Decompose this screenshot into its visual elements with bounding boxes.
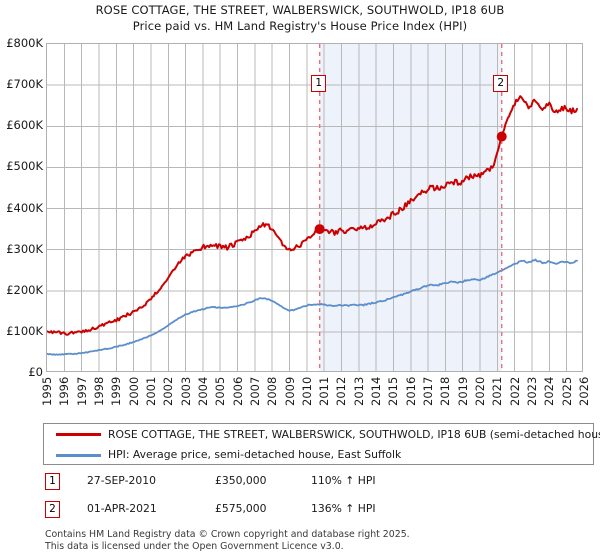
y-tick-label: £700K (6, 77, 43, 92)
y-tick-label: £800K (6, 36, 43, 50)
y-axis-labels: £0 £100K £200K £300K £400K £500K £600K £700K £80… (0, 0, 46, 560)
x-tick-label: 1998 (91, 376, 106, 406)
x-tick-label: 2021 (490, 376, 505, 406)
price-history-line-chart (47, 44, 582, 371)
x-tick-label: 2015 (386, 376, 401, 406)
x-tick-label: 2019 (455, 376, 470, 406)
x-tick-label: 2016 (403, 376, 418, 406)
x-tick-label: 2001 (143, 376, 158, 406)
x-tick-label: 1995 (40, 376, 54, 406)
legend-item-property: ROSE COTTAGE, THE STREET, WALBERSWICK, S… (44, 424, 600, 445)
x-tick-label: 2017 (421, 376, 436, 406)
sale-point-2 (496, 131, 507, 142)
transaction-date-2: 01-APR-2021 (87, 502, 157, 515)
y-tick-label: £500K (6, 159, 43, 174)
y-tick-label: £600K (6, 118, 43, 133)
y-tick-label: £300K (6, 241, 43, 256)
legend-label-hpi: HPI: Average price, semi-detached house,… (108, 448, 402, 461)
x-tick-label: 2007 (247, 376, 262, 406)
x-tick-label: 2026 (577, 376, 591, 406)
x-tick-label: 2023 (525, 376, 540, 406)
transaction-hpi-delta-1: 110% ↑ HPI (311, 474, 376, 487)
sale-marker-flag-2: 2 (493, 75, 509, 92)
x-tick-label: 2000 (126, 376, 141, 406)
x-tick-label: 2009 (282, 376, 297, 406)
sale-point-1 (314, 224, 325, 235)
series-line-hpi-average (47, 258, 578, 356)
transaction-row-1: 1 27-SEP-2010 £350,000 110% ↑ HPI (43, 473, 594, 495)
copyright-footer: Contains HM Land Registry data © Crown c… (45, 529, 590, 552)
footer-line-1: Contains HM Land Registry data © Crown c… (45, 529, 410, 540)
sale-marker-flag-1: 1 (311, 75, 327, 92)
x-tick-label: 1996 (57, 376, 72, 406)
x-tick-label: 2024 (542, 376, 557, 406)
transaction-hpi-delta-2: 136% ↑ HPI (311, 502, 376, 515)
y-tick-label: £0 (28, 365, 43, 379)
x-tick-label: 2005 (213, 376, 228, 406)
x-tick-label: 2004 (195, 376, 210, 406)
x-tick-label: 2025 (559, 376, 574, 406)
legend-swatch-hpi (56, 454, 101, 457)
x-tick-label: 2020 (473, 376, 488, 406)
legend-swatch-property (56, 433, 101, 436)
transaction-index-2: 2 (45, 501, 60, 518)
transaction-index-1: 1 (45, 473, 60, 490)
x-tick-label: 2010 (299, 376, 314, 406)
x-tick-label: 1999 (109, 376, 124, 406)
x-tick-label: 2003 (178, 376, 193, 406)
y-tick-label: £100K (6, 323, 43, 338)
x-tick-label: 2022 (507, 376, 522, 406)
transaction-row-2: 2 01-APR-2021 £575,000 136% ↑ HPI (43, 501, 594, 523)
legend-label-property: ROSE COTTAGE, THE STREET, WALBERSWICK, S… (108, 428, 600, 441)
transaction-date-1: 27-SEP-2010 (87, 474, 156, 487)
x-tick-label: 2006 (230, 376, 245, 406)
x-tick-label: 2014 (369, 376, 384, 406)
x-tick-label: 2011 (317, 376, 332, 406)
transaction-price-1: £350,000 (215, 474, 267, 487)
x-tick-label: 2018 (438, 376, 453, 406)
title-line-1: ROSE COTTAGE, THE STREET, WALBERSWICK, S… (95, 3, 505, 17)
x-tick-label: 2008 (265, 376, 280, 406)
x-tick-label: 2013 (351, 376, 366, 406)
footer-line-2: This data is licensed under the Open Gov… (45, 540, 344, 552)
page-title: ROSE COTTAGE, THE STREET, WALBERSWICK, S… (0, 2, 600, 34)
x-tick-label: 2012 (334, 376, 349, 406)
y-tick-label: £200K (6, 282, 43, 297)
legend-item-hpi: HPI: Average price, semi-detached house,… (44, 444, 593, 465)
transaction-price-2: £575,000 (215, 502, 267, 515)
title-line-2: Price paid vs. HM Land Registry's House … (132, 19, 468, 33)
series-line-property-price (47, 95, 579, 336)
y-tick-label: £400K (6, 200, 43, 215)
x-tick-label: 1997 (74, 376, 89, 406)
chart-legend: ROSE COTTAGE, THE STREET, WALBERSWICK, S… (43, 423, 600, 465)
x-tick-label: 2002 (161, 376, 176, 406)
chart-plot-area (46, 43, 583, 372)
